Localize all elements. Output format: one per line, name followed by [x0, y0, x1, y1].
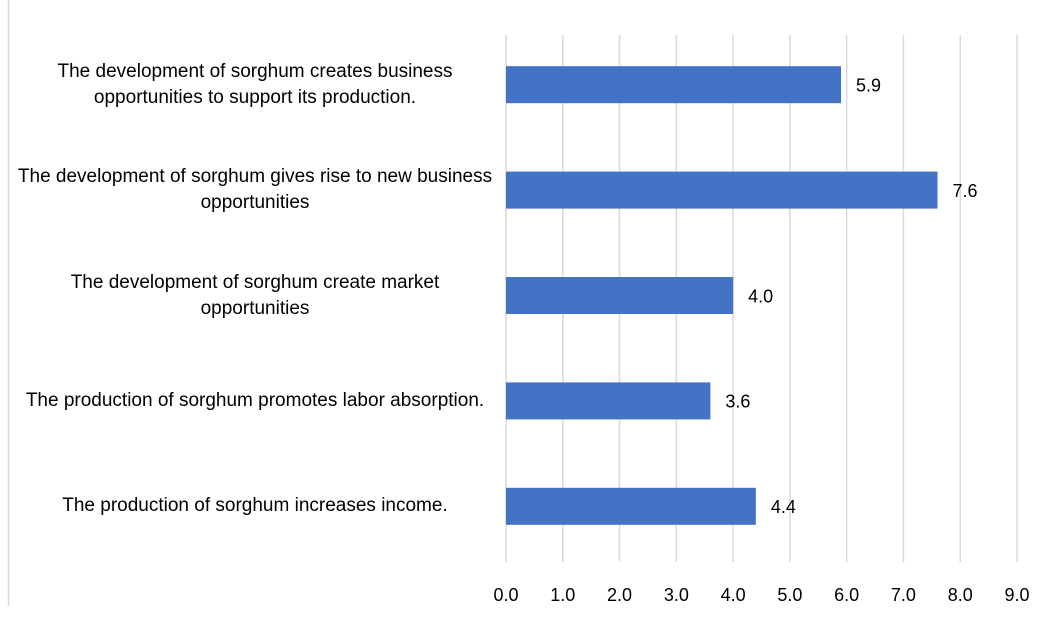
y-tick-label: The development of sorghum create market…	[70, 271, 440, 319]
x-tick-label: 1.0	[550, 585, 575, 605]
bar	[506, 66, 841, 104]
data-label: 3.6	[725, 392, 750, 412]
x-tick-label: 5.0	[777, 585, 802, 605]
x-tick-label: 6.0	[834, 585, 859, 605]
y-tick-label: The production of sorghum promotes labor…	[25, 389, 485, 411]
x-tick-label: 8.0	[948, 585, 973, 605]
data-label: 5.9	[856, 75, 881, 95]
x-tick-label: 7.0	[891, 585, 916, 605]
x-tick-label: 3.0	[664, 585, 689, 605]
y-tick-label: The development of sorghum gives rise to…	[17, 166, 493, 214]
x-tick-label: 9.0	[1004, 585, 1029, 605]
x-tick-label: 0.0	[493, 585, 518, 605]
y-tick-label: The production of sorghum increases inco…	[62, 495, 448, 517]
y-tick-label: The development of sorghum creates busin…	[57, 60, 453, 108]
bar	[506, 382, 711, 420]
bar	[506, 487, 756, 525]
x-tick-label: 4.0	[721, 585, 746, 605]
data-label: 7.6	[953, 181, 978, 201]
bar	[506, 171, 938, 209]
bar	[506, 277, 734, 314]
x-tick-label: 2.0	[607, 585, 632, 605]
data-label: 4.0	[748, 286, 773, 306]
data-label: 4.4	[771, 497, 796, 517]
